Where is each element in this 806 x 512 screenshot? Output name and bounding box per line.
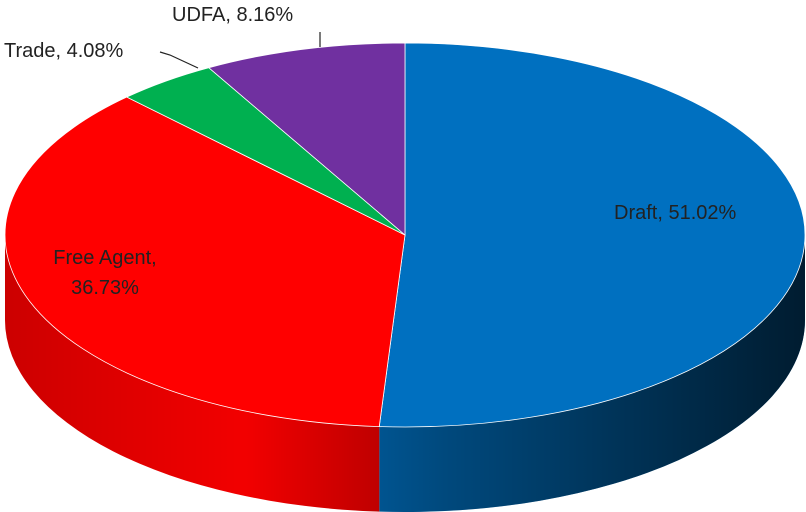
leader-line <box>159 51 199 69</box>
leader-lines <box>159 32 321 69</box>
pie-slice <box>378 42 806 428</box>
data-label: Free Agent, 36.73% <box>53 247 157 299</box>
pie-tops <box>4 42 806 428</box>
pie-slice <box>207 42 406 236</box>
side-shade <box>5 235 380 512</box>
pie-sides <box>5 235 805 512</box>
data-label: Draft, 51.02% <box>614 202 737 224</box>
data-label: Trade, 4.08% <box>4 40 124 62</box>
side-shade <box>379 235 805 512</box>
data-label: UDFA, 8.16% <box>172 4 294 26</box>
pie-slice <box>4 96 406 428</box>
